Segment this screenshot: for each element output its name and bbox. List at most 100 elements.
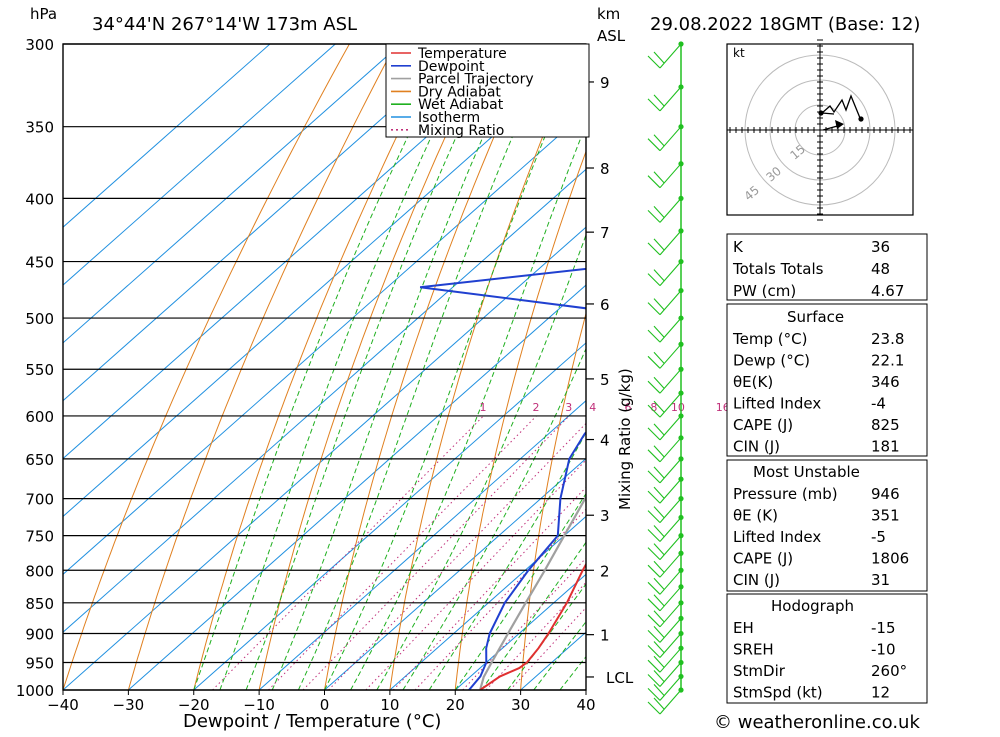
pressure-tick-label: 600: [25, 408, 54, 426]
plot-frame: [63, 44, 586, 690]
surface-row-value: 23.8: [871, 330, 904, 348]
hodograph-params-title: Hodograph: [771, 597, 854, 615]
hodograph-params-row-value: 260°: [871, 662, 907, 680]
wind-barb: [648, 631, 684, 658]
wet-adiabat-line: [220, 44, 476, 690]
wind-barb: [648, 413, 684, 440]
wind-barb-shaft: [648, 127, 681, 151]
pressure-tick-label: 350: [25, 119, 54, 137]
most-unstable-row-label: θE (K): [733, 507, 778, 525]
mixing-ratio-axis-title: Mixing Ratio (g/kg): [616, 368, 634, 510]
wind-barb-shaft: [648, 369, 681, 393]
wind-barb: [648, 367, 684, 394]
most-unstable-row-value: 31: [871, 571, 890, 589]
most-unstable-row-value: 946: [871, 485, 900, 503]
pw-label: PW (cm): [733, 282, 796, 300]
surface-row-label: Lifted Index: [733, 395, 821, 413]
hodograph-params-row-value: -15: [871, 619, 896, 637]
wind-barb-shaft: [648, 536, 681, 560]
wind-barb: [648, 161, 684, 188]
hodograph-unit: kt: [733, 46, 745, 60]
surface-row-label: Dewp (°C): [733, 352, 810, 370]
wind-barb-shaft: [648, 198, 681, 222]
isotherm-line: [0, 44, 466, 690]
pressure-unit-label: hPa: [30, 5, 57, 23]
pressure-tick-label: 400: [25, 190, 54, 208]
wind-barb-shaft: [648, 344, 681, 368]
totals-totals-value: 48: [871, 260, 890, 278]
pressure-tick-label: 700: [25, 491, 54, 509]
mixing-ratio-line: [510, 416, 764, 690]
wind-barb-shaft: [648, 262, 681, 286]
wind-barb: [648, 515, 684, 542]
wind-barb: [648, 342, 684, 369]
wind-barb: [648, 196, 684, 223]
wind-barb: [648, 315, 684, 342]
pressure-tick-label: 850: [25, 595, 54, 613]
km-tick-label: 5: [600, 371, 610, 389]
wind-barb: [648, 646, 684, 673]
isotherm-line: [0, 44, 597, 690]
wind-barb: [648, 228, 684, 255]
datetime-title: 29.08.2022 18GMT (Base: 12): [650, 14, 920, 35]
k-index-value: 36: [871, 238, 890, 256]
wind-barb: [648, 496, 684, 523]
most-unstable-row-value: -5: [871, 528, 886, 546]
dry-adiabat-line: [194, 44, 442, 690]
km-tick-label: 9: [600, 74, 610, 92]
wind-barb: [648, 84, 684, 111]
k-index-label: K: [733, 238, 744, 256]
wind-barb: [648, 435, 684, 462]
surface-row-value: 22.1: [871, 352, 904, 370]
wind-barb-shaft: [648, 44, 681, 68]
isotherm-line: [63, 44, 793, 690]
hodograph: kt 15 30 45: [727, 40, 913, 220]
mixing-ratio-label: 4: [589, 401, 596, 414]
pressure-tick-label: 650: [25, 451, 54, 469]
dry-adiabat-line: [63, 44, 349, 690]
km-label: km: [597, 5, 620, 23]
dry-adiabat-line: [957, 44, 999, 690]
mixing-ratio-label: 3: [565, 401, 572, 414]
wind-barb-shaft: [648, 291, 681, 315]
surface-row-label: CAPE (J): [733, 416, 793, 434]
temperature-tick-label: −30: [113, 696, 145, 714]
wind-barb-shaft: [648, 438, 681, 462]
temperature-tick-label: 40: [576, 696, 595, 714]
indices-table: K 36 Totals Totals 48 PW (cm) 4.67: [727, 234, 927, 300]
wind-barb-shaft: [648, 416, 681, 440]
most-unstable-row-label: Pressure (mb): [733, 485, 838, 503]
pressure-tick-label: 750: [25, 528, 54, 546]
wet-adiabat-line: [429, 44, 758, 690]
hodograph-params-row-label: EH: [733, 619, 754, 637]
temperature-tick-label: 30: [511, 696, 530, 714]
legend-label: Mixing Ratio: [418, 123, 504, 139]
pressure-tick-label: 900: [25, 625, 54, 643]
dry-adiabat-line: [586, 44, 720, 690]
hodograph-params-row-label: StmSpd (kt): [733, 684, 823, 702]
isotherm-line: [0, 44, 728, 690]
km-tick-label: 1: [600, 627, 610, 645]
surface-row-value: -4: [871, 395, 886, 413]
hodograph-point: [818, 110, 823, 115]
wind-barb-shaft: [648, 663, 681, 687]
wind-barb: [648, 477, 684, 504]
hodograph-point: [858, 116, 863, 121]
wet-adiabat-line: [298, 44, 552, 690]
wind-barb: [648, 41, 684, 68]
wind-barb: [648, 259, 684, 286]
wind-barb-shaft: [648, 570, 681, 594]
wind-barb: [648, 124, 684, 151]
mixing-ratio-label: 2: [532, 401, 539, 414]
wind-barb: [648, 660, 684, 687]
surface-row-value: 346: [871, 373, 900, 391]
hodograph-params-row-label: SREH: [733, 641, 774, 659]
pressure-tick-label: 450: [25, 254, 54, 272]
mixing-ratio-label: 1: [480, 401, 487, 414]
wind-barb: [648, 456, 684, 483]
most-unstable-title: Most Unstable: [753, 463, 860, 481]
